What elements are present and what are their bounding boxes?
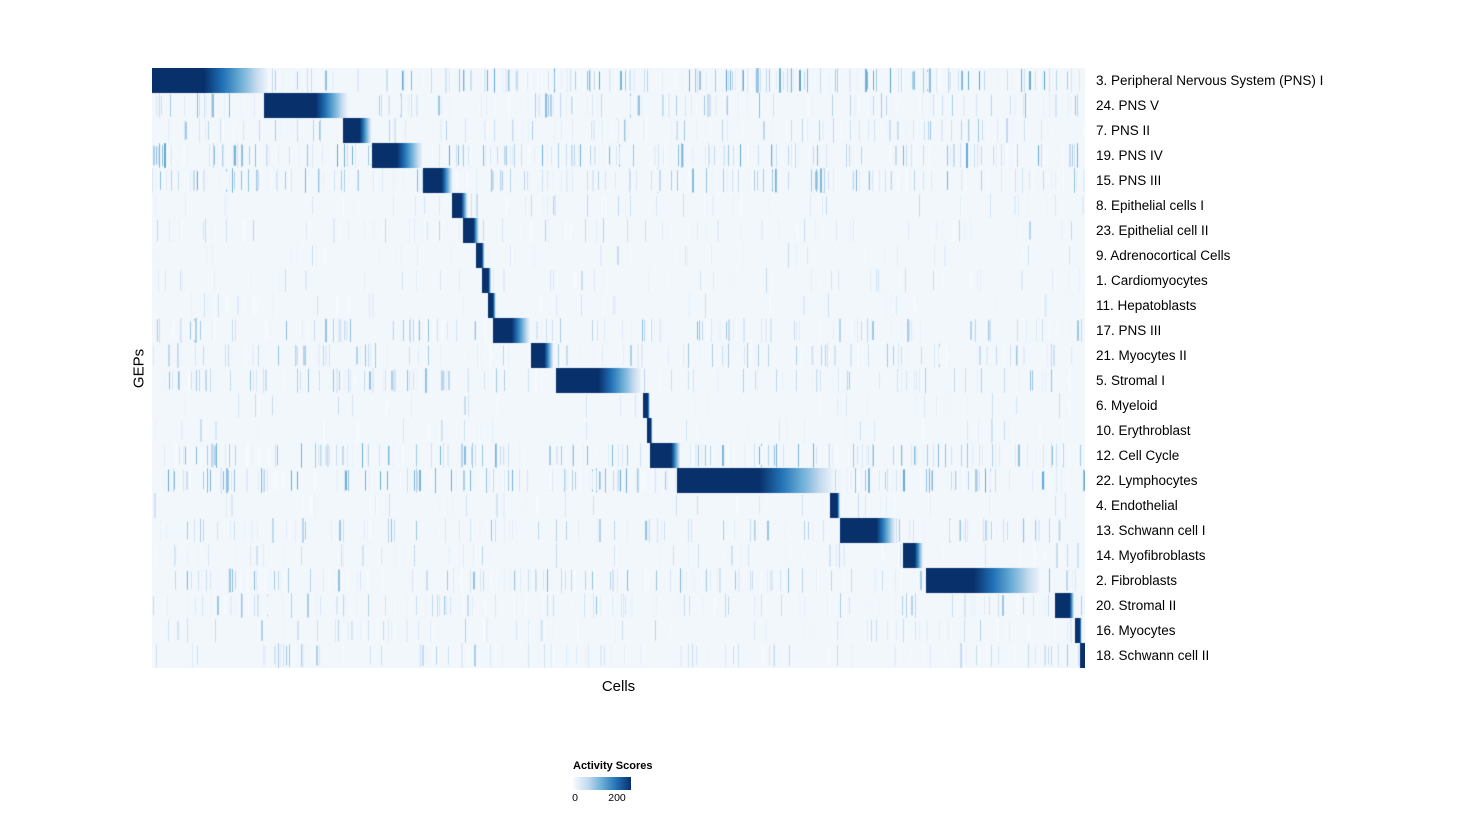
row-label: 7. PNS II bbox=[1096, 123, 1151, 138]
row-label: 18. Schwann cell II bbox=[1096, 648, 1210, 663]
row-label: 17. PNS III bbox=[1096, 323, 1162, 338]
row-label: 4. Endothelial bbox=[1096, 498, 1178, 513]
row-label: 20. Stromal II bbox=[1096, 598, 1177, 613]
x-axis-label: Cells bbox=[601, 678, 636, 695]
row-label: 21. Myocytes II bbox=[1096, 348, 1187, 363]
row-labels: 3. Peripheral Nervous System (PNS) I 24. … bbox=[1096, 68, 1323, 668]
row-label: 22. Lymphocytes bbox=[1096, 473, 1198, 488]
legend-gradient-bar bbox=[573, 777, 631, 790]
row-label: 2. Fibroblasts bbox=[1096, 573, 1178, 588]
legend-title: Activity Scores bbox=[573, 760, 653, 772]
row-label: 10. Erythroblast bbox=[1096, 423, 1191, 438]
row-label: 5. Stromal I bbox=[1096, 373, 1166, 388]
row-label: 24. PNS V bbox=[1096, 98, 1160, 113]
y-axis-label: GEPs bbox=[130, 348, 148, 389]
legend-tick-max: 200 bbox=[608, 792, 626, 804]
row-label: 11. Hepatoblasts bbox=[1096, 298, 1197, 313]
row-label: 16. Myocytes bbox=[1096, 623, 1176, 638]
row-label: 14. Myofibroblasts bbox=[1096, 548, 1206, 563]
row-label: 23. Epithelial cell II bbox=[1096, 223, 1209, 238]
row-label: 1. Cardiomyocytes bbox=[1096, 273, 1208, 288]
row-label: 8. Epithelial cells I bbox=[1096, 198, 1205, 213]
row-label: 3. Peripheral Nervous System (PNS) I bbox=[1096, 73, 1324, 88]
row-label: 13. Schwann cell I bbox=[1096, 523, 1206, 538]
legend: Activity Scores 0 200 bbox=[572, 760, 693, 806]
legend-ticks: 0 200 bbox=[572, 792, 631, 806]
row-label: 19. PNS IV bbox=[1096, 148, 1163, 163]
row-label: 9. Adrenocortical Cells bbox=[1096, 248, 1231, 263]
row-label: 12. Cell Cycle bbox=[1096, 448, 1180, 463]
row-label: 6. Myeloid bbox=[1096, 398, 1158, 413]
heatmap-canvas bbox=[152, 68, 1085, 668]
legend-tick-min: 0 bbox=[572, 792, 578, 804]
row-label: 15. PNS III bbox=[1096, 173, 1162, 188]
